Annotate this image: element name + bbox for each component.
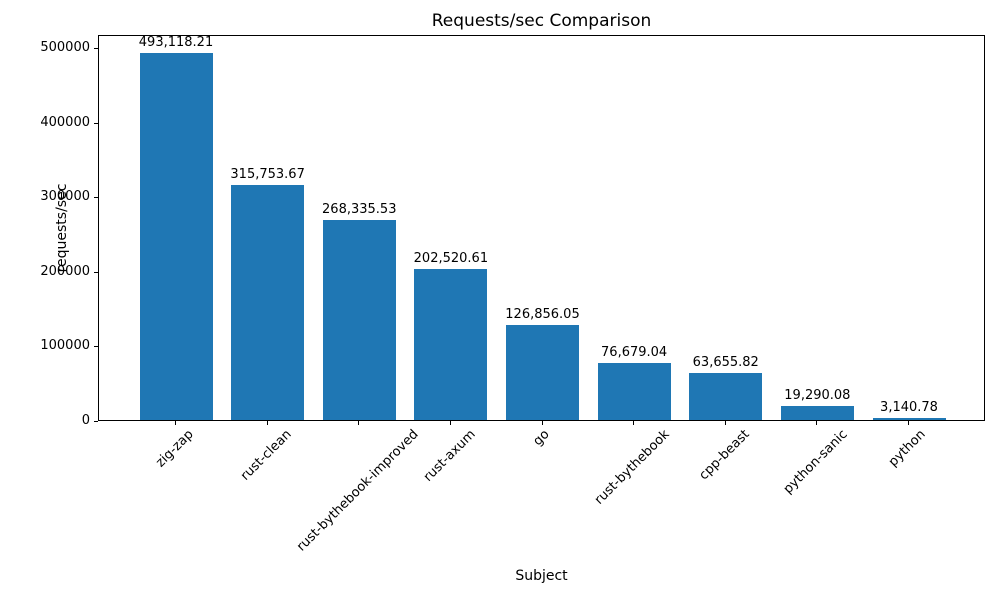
bar-value-label: 268,335.53 [322,202,397,218]
bar [231,184,305,420]
bar [689,372,763,420]
x-tick-label: rust-bythebook-improved [294,427,422,555]
x-tick-mark [816,421,818,425]
bar [780,405,854,420]
x-tick-label: cpp-beast [696,427,753,484]
x-tick-mark [724,421,726,425]
y-tick-label: 400000 [40,114,90,130]
bar [139,52,213,420]
bar-value-label: 19,290.08 [784,387,851,403]
bar-value-label: 3,140.78 [880,399,938,415]
y-tick-label: 0 [81,413,90,428]
x-tick-mark [908,421,909,425]
x-tick-label: rust-bythebook [592,427,674,508]
y-tick-label: 200000 [40,263,90,279]
y-tick-mark [94,197,98,199]
x-tick-label: python-sanic [781,427,852,497]
y-tick-mark [94,346,98,348]
y-tick-mark [94,421,98,422]
y-tick-mark [94,48,98,50]
bar-value-label: 315,753.67 [230,166,305,182]
x-tick-label: zig-zap [152,427,197,471]
y-tick-mark [94,271,98,273]
x-tick-label: python [886,427,929,470]
plot-area: 493,118.21 315,753.67 268,335.53 202,520.61… [98,35,985,421]
bar-value-label: 126,856.05 [505,307,580,323]
x-tick-label: go [530,427,553,450]
x-tick-label: rust-clean [237,427,295,484]
y-tick-label: 500000 [40,40,90,56]
x-tick-label: rust-axum [420,427,479,485]
y-tick-label: 100000 [40,338,90,354]
bar [597,362,671,420]
bar [506,325,579,420]
x-tick-mark [358,421,360,425]
bar-value-label: 76,679.04 [601,344,668,360]
chart-title: Requests/sec Comparison [431,11,652,31]
x-tick-mark [633,421,635,425]
x-tick-mark [449,421,451,425]
bar-value-label: 63,655.82 [692,354,759,370]
y-tick-label: 300000 [40,189,90,205]
y-tick-mark [94,122,98,124]
bar [322,220,396,420]
x-tick-mark [175,421,176,425]
x-tick-mark [541,421,543,425]
x-tick-mark [266,421,268,425]
bar [872,417,946,420]
x-axis-label: Subject [515,568,568,584]
bar-value-label: 493,118.21 [138,34,214,50]
bar-value-label: 202,520.61 [413,251,489,267]
bar [414,269,488,420]
